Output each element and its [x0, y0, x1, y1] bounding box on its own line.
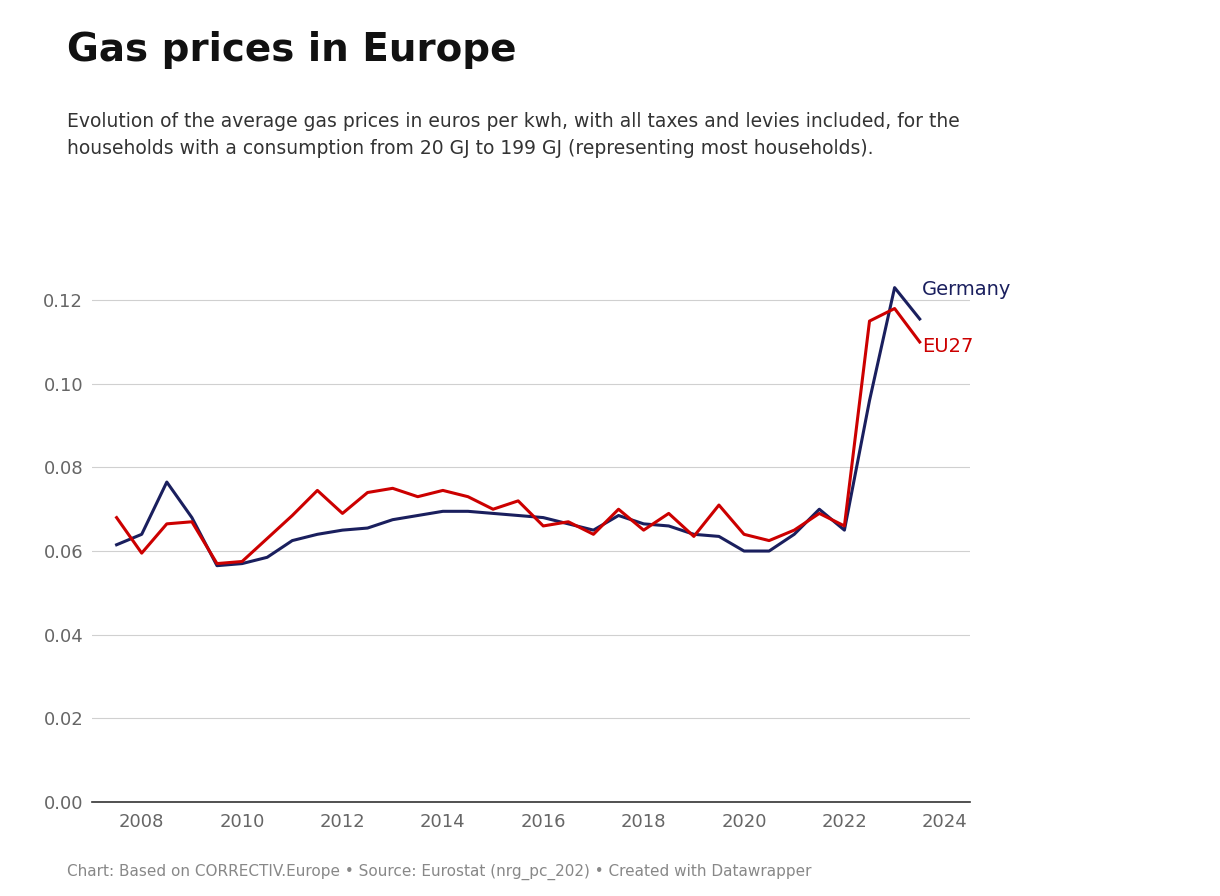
- Text: EU27: EU27: [922, 337, 974, 356]
- Text: Evolution of the average gas prices in euros per kwh, with all taxes and levies : Evolution of the average gas prices in e…: [67, 112, 960, 158]
- Text: Chart: Based on CORRECTIV.Europe • Source: Eurostat (nrg_pc_202) • Created with : Chart: Based on CORRECTIV.Europe • Sourc…: [67, 864, 811, 880]
- Text: Germany: Germany: [922, 280, 1011, 299]
- Text: Gas prices in Europe: Gas prices in Europe: [67, 31, 516, 69]
